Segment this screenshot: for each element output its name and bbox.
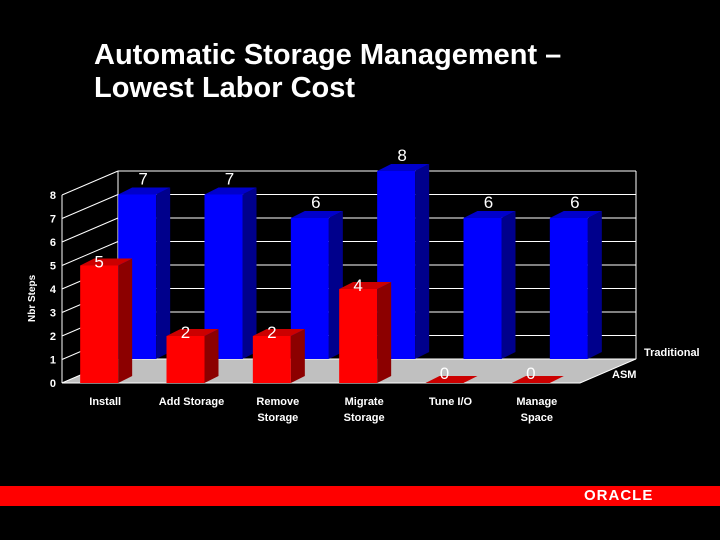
x-category-label: Install <box>89 396 121 408</box>
bar-traditional-side <box>501 211 516 359</box>
data-label-traditional: 6 <box>484 193 493 212</box>
bar-asm-top <box>166 329 219 336</box>
x-category-label: Manage <box>516 396 557 408</box>
bar-traditional-side <box>415 164 430 359</box>
bar-traditional-side <box>587 211 602 359</box>
x-category-label: Storage <box>344 412 385 424</box>
slide-title-line-2: Lowest Labor Cost <box>94 72 356 104</box>
bar-asm <box>252 336 291 383</box>
oracle-logo: ORACLE <box>584 487 654 504</box>
bar-traditional-side <box>242 187 257 359</box>
gridline-side <box>61 170 119 196</box>
data-label-traditional: 7 <box>225 170 234 189</box>
bar-asm-top <box>80 258 133 266</box>
bar-asm-top <box>339 282 392 289</box>
data-label-asm: 4 <box>353 276 362 295</box>
bar-asm-top <box>425 376 478 383</box>
bar-traditional <box>549 218 588 359</box>
data-label-asm: 5 <box>94 253 103 272</box>
bar-asm-side <box>204 329 219 383</box>
bar-asm <box>339 289 378 383</box>
y-tick-label: 1 <box>50 355 56 367</box>
bar-traditional-top <box>118 187 171 195</box>
x-category-label: Space <box>521 412 553 424</box>
bar-asm-top <box>252 329 305 336</box>
data-label-asm: 2 <box>267 323 276 342</box>
bar-traditional-top <box>549 211 602 218</box>
bar-asm <box>166 336 205 383</box>
data-label-asm: 0 <box>440 364 449 383</box>
data-label-traditional: 6 <box>311 193 320 212</box>
y-tick-label: 6 <box>50 237 56 249</box>
bar-asm-side <box>290 329 305 383</box>
data-label-traditional: 7 <box>138 170 147 189</box>
footer-bar <box>0 486 720 506</box>
data-label-traditional: 8 <box>397 146 406 165</box>
data-label-traditional: 6 <box>570 193 579 212</box>
bar-traditional-top <box>377 164 430 171</box>
data-label-asm: 0 <box>526 364 535 383</box>
bar-traditional-side <box>156 187 171 359</box>
x-category-label: Add Storage <box>159 396 224 408</box>
bar-asm-side <box>377 282 392 383</box>
series-label-traditional: Traditional <box>644 347 700 359</box>
y-tick-label: 4 <box>50 284 57 296</box>
bar-chart: 0 1 2 3 4 5 6 7 8 Nbr Steps 7 7 6 8 6 6 5 2 2 4 0 0 Install Add… <box>27 146 700 424</box>
gridline-side <box>61 194 119 219</box>
y-tick-label: 7 <box>50 214 56 226</box>
y-tick-label: 3 <box>50 308 56 320</box>
y-axis-label: Nbr Steps <box>27 274 38 322</box>
slide-title-line-1: Automatic Storage Management – <box>94 39 562 71</box>
y-tick-label: 2 <box>50 331 56 343</box>
bar-asm-side <box>118 258 133 383</box>
x-category-label: Storage <box>257 412 298 424</box>
bar-traditional-top <box>204 187 257 195</box>
x-category-label: Tune I/O <box>429 396 473 408</box>
series-label-asm: ASM <box>612 369 636 381</box>
data-label-asm: 2 <box>181 323 190 342</box>
x-category-label: Migrate <box>345 396 384 408</box>
y-tick-label: 0 <box>50 378 56 390</box>
y-tick-label: 8 <box>50 190 56 202</box>
x-category-label: Remove <box>256 396 299 408</box>
bar-traditional-top <box>463 211 516 218</box>
gridline-side <box>61 217 119 243</box>
bar-traditional-top <box>290 211 343 218</box>
bar-asm <box>80 265 119 383</box>
y-tick-label: 5 <box>50 261 56 273</box>
bar-traditional <box>463 218 502 359</box>
bar-asm-top <box>511 376 564 383</box>
gridline-side <box>61 241 119 266</box>
